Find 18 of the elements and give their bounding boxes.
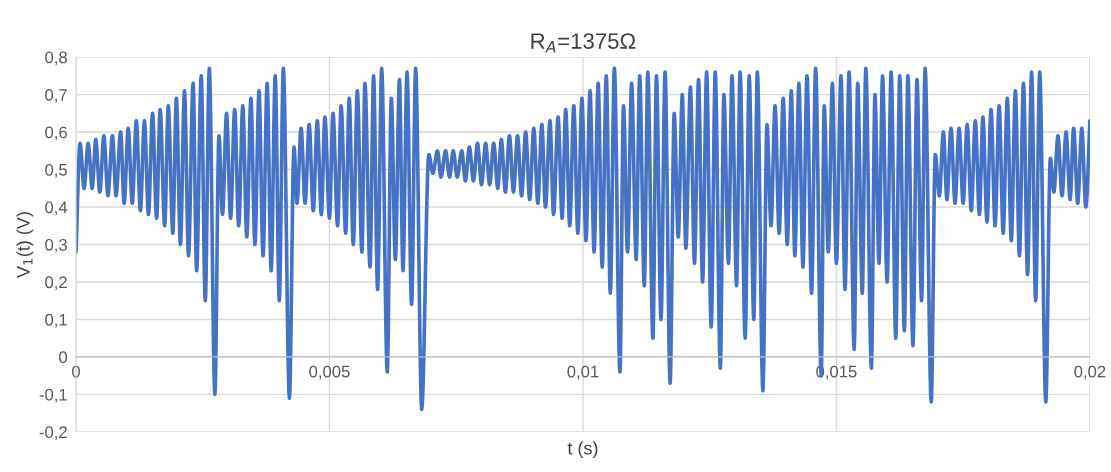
x-tick-label: 0,005 bbox=[309, 365, 350, 380]
y-tick-label: -0,2 bbox=[39, 426, 67, 441]
y-tick-label: 0,7 bbox=[45, 88, 67, 103]
y-tick-label: 0,3 bbox=[45, 238, 67, 253]
x-axis-title: t (s) bbox=[567, 441, 598, 459]
chart-title: R$_{A}$=1375Ω bbox=[531, 33, 636, 53]
y-tick-label: 0,1 bbox=[45, 313, 67, 328]
y-tick-label: 0,2 bbox=[45, 276, 67, 291]
y-tick-label: 0,8 bbox=[45, 51, 67, 66]
y-tick-label: 0,6 bbox=[45, 126, 67, 141]
y-tick-label: 0,4 bbox=[45, 201, 68, 216]
x-tick-label: 0 bbox=[72, 365, 80, 378]
y-tick-label: 0,5 bbox=[45, 163, 67, 178]
x-tick-label: 0,02 bbox=[1074, 365, 1106, 380]
y-tick-label: 0 bbox=[59, 351, 68, 364]
y-tick-label: -0,1 bbox=[39, 388, 67, 403]
x-tick-label: 0,01 bbox=[567, 365, 599, 380]
y-axis-title: V$_{1}$(t) (V) bbox=[16, 212, 34, 278]
